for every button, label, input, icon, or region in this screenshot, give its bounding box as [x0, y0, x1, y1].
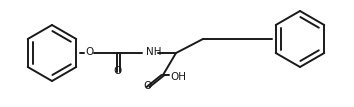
Text: OH: OH: [170, 72, 186, 82]
Text: O: O: [85, 47, 93, 57]
Text: O: O: [144, 81, 152, 91]
Text: NH: NH: [146, 47, 161, 57]
Text: O: O: [114, 66, 122, 76]
